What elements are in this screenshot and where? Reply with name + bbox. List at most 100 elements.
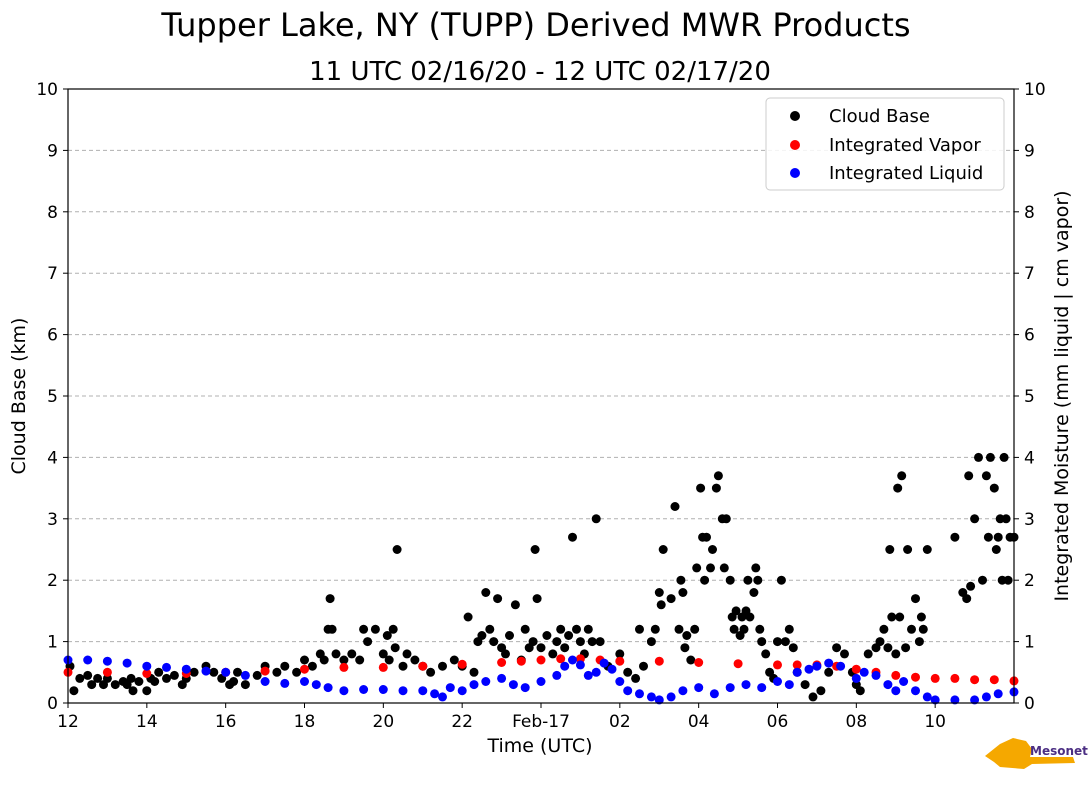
data-point-integrated-liquid <box>725 683 735 693</box>
data-point-integrated-liquid <box>497 673 507 683</box>
data-point-cloud-base <box>713 471 723 481</box>
data-point-cloud-base <box>378 649 388 659</box>
data-point-cloud-base <box>711 483 721 493</box>
y-tick-label-left: 8 <box>47 203 58 223</box>
x-tick-label: 10 <box>924 712 946 732</box>
y-tick-label-right: 7 <box>1024 264 1035 284</box>
data-point-integrated-vapor <box>142 669 152 678</box>
data-point-cloud-base <box>721 514 731 524</box>
x-tick-label: Feb-17 <box>512 712 570 732</box>
x-tick-label: 04 <box>688 712 710 732</box>
data-point-cloud-base <box>69 686 79 696</box>
data-point-integrated-liquid <box>122 658 132 668</box>
data-point-cloud-base <box>991 545 1001 554</box>
data-point-integrated-liquid <box>430 689 440 699</box>
data-point-cloud-base <box>751 563 761 573</box>
data-point-cloud-base <box>964 471 974 481</box>
data-point-cloud-base <box>469 667 479 677</box>
data-point-cloud-base <box>382 631 392 640</box>
data-point-cloud-base <box>761 649 771 659</box>
data-point-cloud-base <box>552 637 562 647</box>
chart-title: Tupper Lake, NY (TUPP) Derived MWR Produ… <box>160 6 910 44</box>
data-point-integrated-liquid <box>560 661 570 671</box>
data-point-cloud-base <box>753 575 763 585</box>
data-point-cloud-base <box>666 594 676 604</box>
data-point-cloud-base <box>970 514 980 524</box>
data-point-cloud-base <box>300 655 309 665</box>
data-point-cloud-base <box>556 624 566 634</box>
data-point-integrated-liquid <box>792 667 802 677</box>
data-point-integrated-liquid <box>812 661 822 671</box>
data-point-integrated-liquid <box>930 695 940 705</box>
data-point-integrated-vapor <box>950 673 960 683</box>
data-point-integrated-vapor <box>773 660 782 670</box>
data-point-cloud-base <box>481 588 491 597</box>
data-point-cloud-base <box>743 575 753 585</box>
data-point-integrated-liquid <box>615 677 625 686</box>
y-tick-label-right: 2 <box>1024 571 1035 591</box>
data-point-cloud-base <box>93 673 103 683</box>
data-point-cloud-base <box>879 624 889 634</box>
new-york-state-icon <box>985 738 1075 769</box>
x-tick-label: 14 <box>136 712 158 732</box>
data-point-cloud-base <box>542 631 552 640</box>
data-point-cloud-base <box>739 624 749 634</box>
data-point-integrated-liquid <box>950 695 960 705</box>
data-point-cloud-base <box>885 545 895 554</box>
data-point-cloud-base <box>646 637 656 647</box>
data-point-cloud-base <box>757 637 767 647</box>
data-point-cloud-base <box>897 471 907 481</box>
data-point-cloud-base <box>916 612 926 622</box>
data-point-cloud-base <box>887 612 897 622</box>
data-point-cloud-base <box>162 673 171 683</box>
legend-label-integrated-liquid: Integrated Liquid <box>829 163 983 184</box>
x-axis-label: Time (UTC) <box>486 735 592 757</box>
data-point-cloud-base <box>359 624 369 634</box>
data-point-cloud-base <box>388 624 398 634</box>
data-point-cloud-base <box>670 502 680 511</box>
data-point-cloud-base <box>568 532 577 542</box>
data-point-integrated-vapor <box>911 672 920 682</box>
data-point-integrated-liquid <box>536 677 546 686</box>
data-point-integrated-vapor <box>497 658 507 667</box>
data-point-cloud-base <box>883 643 893 653</box>
data-point-integrated-liquid <box>599 658 609 668</box>
data-point-integrated-vapor <box>989 675 999 685</box>
data-point-cloud-base <box>962 594 972 604</box>
data-point-cloud-base <box>914 637 924 647</box>
data-point-cloud-base <box>635 624 644 634</box>
data-point-cloud-base <box>623 667 633 677</box>
data-point-cloud-base <box>981 471 991 481</box>
data-point-integrated-liquid <box>83 655 93 665</box>
data-point-integrated-liquid <box>899 677 909 686</box>
data-point-integrated-liquid <box>260 677 270 686</box>
data-point-cloud-base <box>692 563 702 573</box>
legend-label-cloud-base: Cloud Base <box>829 106 930 127</box>
data-point-cloud-base <box>706 563 715 573</box>
data-point-cloud-base <box>989 483 999 493</box>
data-point-cloud-base <box>686 655 696 665</box>
data-point-cloud-base <box>390 643 400 653</box>
data-point-integrated-vapor <box>792 660 802 670</box>
data-point-integrated-liquid <box>445 683 455 693</box>
series-cloud-base <box>65 452 1019 702</box>
data-point-cloud-base <box>384 655 394 665</box>
logo-text: Mesonet <box>1030 744 1088 758</box>
data-point-cloud-base <box>572 624 581 634</box>
data-point-cloud-base <box>169 670 179 680</box>
data-point-cloud-base <box>832 643 842 653</box>
data-point-cloud-base <box>719 563 729 573</box>
data-point-integrated-liquid <box>181 664 191 674</box>
data-point-cloud-base <box>530 545 540 554</box>
data-point-cloud-base <box>426 667 436 677</box>
data-point-integrated-liquid <box>359 685 369 694</box>
data-point-cloud-base <box>731 606 741 616</box>
data-point-integrated-liquid <box>773 677 782 686</box>
data-point-cloud-base <box>674 624 684 634</box>
data-point-cloud-base <box>126 673 136 683</box>
data-point-cloud-base <box>855 686 865 696</box>
data-point-cloud-base <box>560 643 570 653</box>
data-point-integrated-liquid <box>993 689 1003 699</box>
